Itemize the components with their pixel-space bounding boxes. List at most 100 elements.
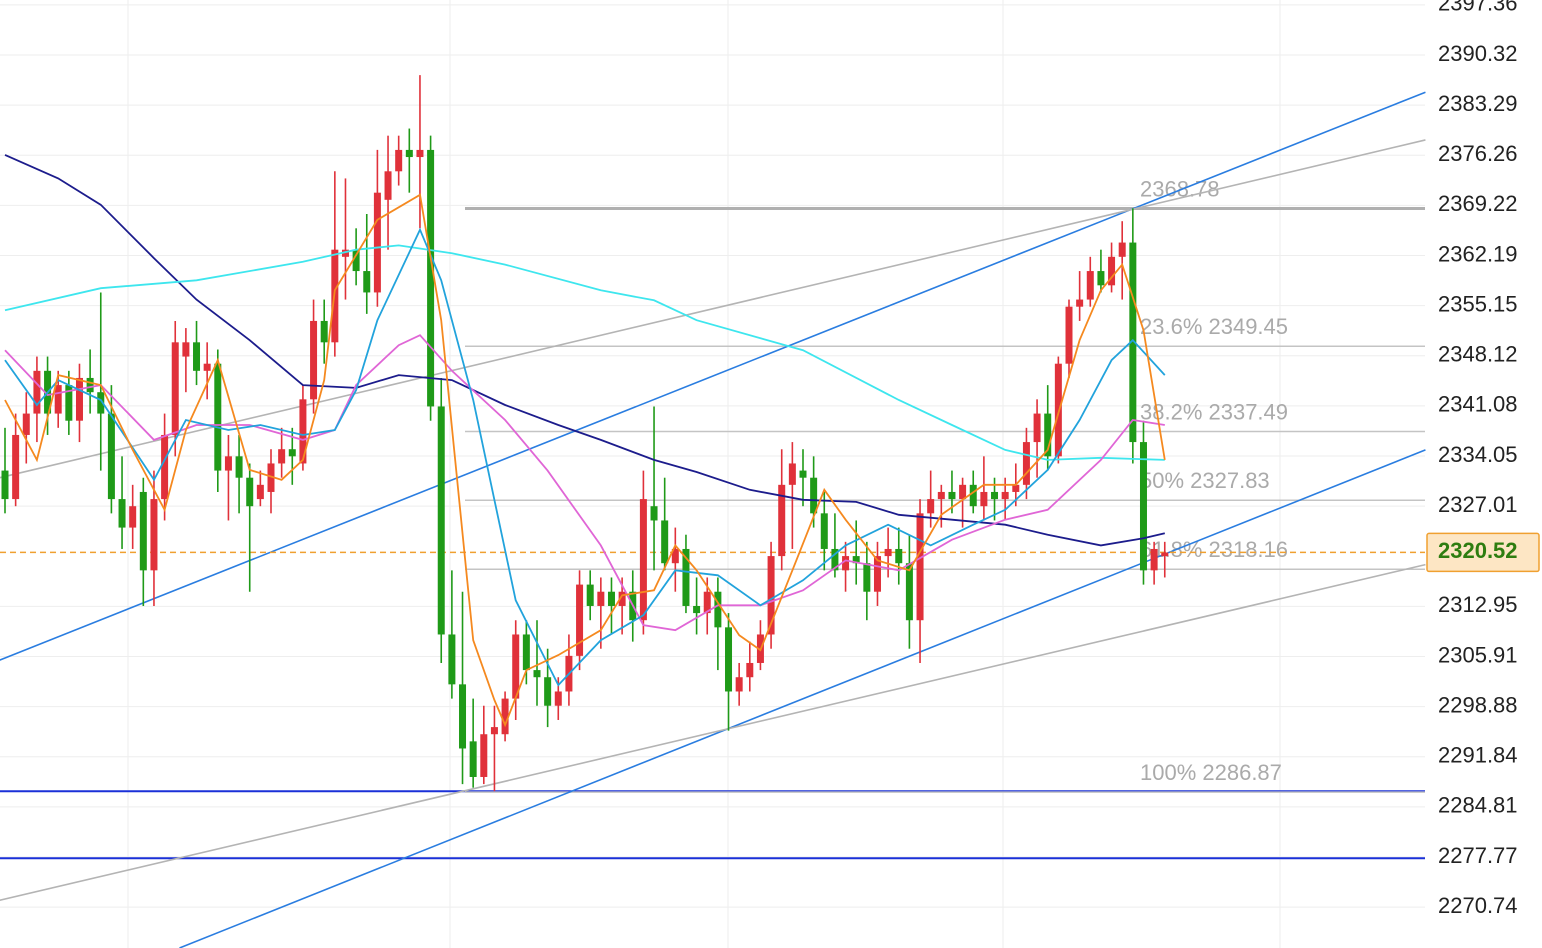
candle-body — [969, 484, 977, 507]
candle-body — [544, 677, 552, 706]
candle-body — [916, 513, 924, 621]
candle-body — [682, 548, 690, 606]
fib-label: 61.8% 2318.16 — [1140, 537, 1288, 562]
candle-body — [831, 548, 839, 571]
moving-average — [4, 193, 1166, 728]
candle-body — [171, 342, 179, 435]
candle-body — [522, 634, 530, 671]
candle-body — [1161, 552, 1169, 557]
candle-body — [1054, 363, 1062, 457]
candle-body — [512, 634, 520, 699]
candle-body — [490, 727, 498, 735]
candle-body — [1118, 242, 1126, 257]
fib-label: 2368.78 — [1140, 176, 1220, 201]
candle-body — [1129, 242, 1137, 443]
y-tick-label: 2390.32 — [1438, 41, 1518, 66]
y-tick-label: 2397.36 — [1438, 0, 1518, 16]
moving-average — [4, 154, 1166, 547]
candle-body — [884, 548, 892, 557]
candle-body — [586, 584, 594, 606]
candle-body — [405, 149, 413, 158]
y-tick-label: 2376.26 — [1438, 141, 1518, 166]
candle-body — [671, 548, 679, 564]
candle-body — [416, 149, 424, 158]
candle-body — [693, 605, 701, 614]
candle-body — [54, 385, 62, 414]
candle-body — [895, 548, 903, 564]
candle-body — [203, 363, 211, 371]
candle-body — [235, 456, 243, 478]
candle-body — [1076, 299, 1084, 307]
candle-body — [1065, 306, 1073, 364]
candle-body — [735, 677, 743, 692]
y-tick-label: 2270.74 — [1438, 893, 1518, 918]
candle-body — [107, 413, 115, 500]
candle-body — [597, 591, 605, 606]
price-label-box — [1426, 532, 1540, 573]
candle-body — [129, 506, 137, 528]
y-tick-label: 2383.29 — [1438, 91, 1518, 116]
moving-average — [4, 334, 1165, 632]
candle-body — [1001, 491, 1009, 500]
candle-body — [288, 449, 296, 457]
candle-body — [788, 463, 796, 485]
y-tick-label: 2334.05 — [1438, 442, 1518, 467]
candle-body — [810, 477, 818, 514]
candle-body — [97, 392, 105, 414]
candle-body — [33, 370, 41, 414]
candle-body — [469, 741, 477, 777]
candle-body — [905, 563, 913, 621]
candle-body — [150, 499, 158, 571]
fib-label: 38.2% 2337.49 — [1140, 399, 1288, 424]
candle-body — [948, 491, 956, 500]
candle-body — [1012, 484, 1020, 492]
moving-average — [4, 244, 1165, 461]
candle-body — [1086, 271, 1094, 300]
candle-body — [767, 556, 775, 635]
y-tick-label: 2298.88 — [1438, 692, 1518, 717]
fib-label: 100% 2286.87 — [1140, 760, 1282, 785]
candle-body — [246, 477, 254, 507]
candle-body — [714, 591, 722, 628]
candle-body — [1033, 413, 1041, 443]
time-grid — [127, 0, 1281, 948]
y-tick-label: 2369.22 — [1438, 191, 1518, 216]
candle-body — [618, 591, 626, 606]
candle-body — [161, 434, 169, 500]
candle-body — [437, 406, 445, 635]
candle-body — [1108, 256, 1116, 286]
trend-line — [179, 449, 1426, 948]
candle-body — [778, 484, 786, 557]
y-tick-label: 2362.19 — [1438, 241, 1518, 266]
trend-line — [0, 139, 1426, 479]
candle-body — [310, 320, 318, 400]
candle-body — [1, 470, 9, 500]
candle-body — [650, 506, 658, 521]
candle-body — [395, 149, 403, 172]
candle-body — [799, 470, 807, 478]
candle-body — [182, 342, 190, 357]
candle-body — [927, 499, 935, 514]
candle-body — [299, 399, 307, 464]
candle-body — [501, 698, 509, 735]
candle-body — [384, 171, 392, 200]
candle-body — [118, 499, 126, 528]
candle-body — [320, 320, 328, 343]
fib-label: 50% 2327.83 — [1140, 468, 1270, 493]
moving-average — [4, 227, 1166, 687]
y-tick-label: 2327.01 — [1438, 492, 1518, 517]
price-label: 2320.52 — [1438, 538, 1518, 563]
candle-body — [607, 591, 615, 606]
candle-body — [448, 634, 456, 685]
candle-body — [65, 385, 73, 421]
candle-body — [703, 591, 711, 614]
candle-body — [991, 491, 999, 500]
candle-body — [639, 499, 647, 621]
y-tick-label: 2312.95 — [1438, 592, 1518, 617]
candle-body — [863, 563, 871, 592]
candle-body — [341, 249, 349, 257]
candle-body — [267, 463, 275, 492]
candle-body — [459, 684, 467, 749]
y-tick-label: 2348.12 — [1438, 342, 1518, 367]
